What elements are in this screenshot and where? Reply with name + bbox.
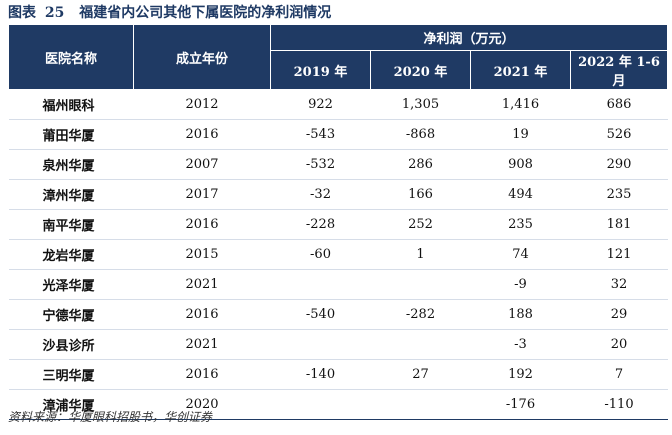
net-profit-cell: 32 bbox=[570, 269, 668, 300]
net-profit-cell bbox=[370, 329, 471, 360]
net-profit-cell: 686 bbox=[570, 89, 668, 120]
net-profit-cell: -110 bbox=[570, 389, 668, 420]
net-profit-cell bbox=[270, 329, 371, 360]
hospital-name-cell: 三明华厦 bbox=[8, 359, 134, 390]
net-profit-cell: 235 bbox=[570, 179, 668, 210]
table-row: 沙县诊所 2021 -3 20 bbox=[8, 329, 668, 360]
net-profit-cell: 27 bbox=[370, 359, 471, 390]
header-net-profit: 净利润（万元） bbox=[269, 24, 669, 51]
net-profit-cell: 1,416 bbox=[470, 89, 571, 120]
figure-title-text: 福建省内公司其他下属医院的净利润情况 bbox=[79, 5, 332, 21]
founded-year-cell: 2021 bbox=[133, 269, 271, 300]
net-profit-cell: 19 bbox=[470, 119, 571, 150]
figure-number: 25 bbox=[44, 5, 65, 21]
net-profit-cell: 1 bbox=[370, 239, 471, 270]
header-year-2019: 2019 年 bbox=[270, 50, 371, 90]
table-row: 福州眼科 2012 922 1,305 1,416 686 bbox=[8, 89, 668, 120]
hospital-name-cell: 漳浦华厦 bbox=[8, 389, 134, 420]
net-profit-cell: 7 bbox=[570, 359, 668, 390]
profit-table: 医院名称 成立年份 净利润（万元） 2019 年 2020 年 2021 年 2… bbox=[8, 24, 669, 420]
table-row: 莆田华厦 2016 -543 -868 19 526 bbox=[8, 119, 668, 150]
hospital-name-cell: 龙岩华厦 bbox=[8, 239, 134, 270]
net-profit-cell: 526 bbox=[570, 119, 668, 150]
header-year-2022h1: 2022 年 1-6 月 bbox=[569, 50, 669, 90]
net-profit-cell: 494 bbox=[470, 179, 571, 210]
hospital-name-cell: 福州眼科 bbox=[8, 89, 134, 120]
table-row: 漳州华厦 2017 -32 166 494 235 bbox=[8, 179, 668, 210]
hospital-name-cell: 莆田华厦 bbox=[8, 119, 134, 150]
net-profit-cell: -3 bbox=[470, 329, 571, 360]
figure-title: 图表 25 福建省内公司其他下属医院的净利润情况 bbox=[8, 2, 331, 24]
net-profit-cell bbox=[370, 389, 471, 420]
hospital-name-cell: 南平华厦 bbox=[8, 209, 134, 240]
founded-year-cell: 2016 bbox=[133, 209, 271, 240]
hospital-name-cell: 宁德华厦 bbox=[8, 299, 134, 330]
table-body: 福州眼科 2012 922 1,305 1,416 686 莆田华厦 2016 -543 -868… bbox=[8, 89, 668, 420]
net-profit-cell: 235 bbox=[470, 209, 571, 240]
net-profit-cell bbox=[370, 269, 471, 300]
founded-year-cell: 2007 bbox=[133, 149, 271, 180]
table-row: 龙岩华厦 2015 -60 1 74 121 bbox=[8, 239, 668, 270]
net-profit-cell: 181 bbox=[570, 209, 668, 240]
net-profit-cell: -9 bbox=[470, 269, 571, 300]
hospital-name-cell: 漳州华厦 bbox=[8, 179, 134, 210]
net-profit-cell: -868 bbox=[370, 119, 471, 150]
founded-year-cell: 2021 bbox=[133, 329, 271, 360]
net-profit-cell: 290 bbox=[570, 149, 668, 180]
table-row: 三明华厦 2016 -140 27 192 7 bbox=[8, 359, 668, 390]
table-row: 光泽华厦 2021 -9 32 bbox=[8, 269, 668, 300]
net-profit-cell: 188 bbox=[470, 299, 571, 330]
table-row: 漳浦华厦 2020 -176 -110 bbox=[8, 389, 668, 420]
net-profit-cell: 74 bbox=[470, 239, 571, 270]
net-profit-cell: 166 bbox=[370, 179, 471, 210]
net-profit-cell: -282 bbox=[370, 299, 471, 330]
header-year-2020: 2020 年 bbox=[370, 50, 471, 90]
hospital-name-cell: 沙县诊所 bbox=[8, 329, 134, 360]
hospital-name-cell: 光泽华厦 bbox=[8, 269, 134, 300]
source-note: 资料来源：华厦眼科招股书，华创证券 bbox=[8, 410, 213, 424]
founded-year-cell: 2016 bbox=[133, 299, 271, 330]
net-profit-cell: 192 bbox=[470, 359, 571, 390]
founded-year-cell: 2016 bbox=[133, 119, 271, 150]
net-profit-cell: -60 bbox=[270, 239, 371, 270]
founded-year-cell: 2015 bbox=[133, 239, 271, 270]
header-year-2021: 2021 年 bbox=[470, 50, 571, 90]
table-row: 南平华厦 2016 -228 252 235 181 bbox=[8, 209, 668, 240]
founded-year-cell: 2012 bbox=[133, 89, 271, 120]
net-profit-cell: -228 bbox=[270, 209, 371, 240]
figure-label: 图表 bbox=[8, 5, 36, 21]
net-profit-cell: 286 bbox=[370, 149, 471, 180]
net-profit-cell: 252 bbox=[370, 209, 471, 240]
header-hospital-name: 医院名称 bbox=[8, 24, 134, 90]
net-profit-cell: 20 bbox=[570, 329, 668, 360]
table-row: 宁德华厦 2016 -540 -282 188 29 bbox=[8, 299, 668, 330]
net-profit-cell: -176 bbox=[470, 389, 571, 420]
net-profit-cell: 908 bbox=[470, 149, 571, 180]
net-profit-cell bbox=[270, 269, 371, 300]
founded-year-cell: 2020 bbox=[133, 389, 271, 420]
net-profit-cell: 29 bbox=[570, 299, 668, 330]
founded-year-cell: 2016 bbox=[133, 359, 271, 390]
net-profit-cell: -532 bbox=[270, 149, 371, 180]
net-profit-cell: 922 bbox=[270, 89, 371, 120]
table-row: 泉州华厦 2007 -532 286 908 290 bbox=[8, 149, 668, 180]
net-profit-cell: -32 bbox=[270, 179, 371, 210]
founded-year-cell: 2017 bbox=[133, 179, 271, 210]
hospital-name-cell: 泉州华厦 bbox=[8, 149, 134, 180]
net-profit-cell: 1,305 bbox=[370, 89, 471, 120]
header-founded-year: 成立年份 bbox=[133, 24, 271, 90]
net-profit-cell: -543 bbox=[270, 119, 371, 150]
net-profit-cell: 121 bbox=[570, 239, 668, 270]
net-profit-cell: -540 bbox=[270, 299, 371, 330]
net-profit-cell: -140 bbox=[270, 359, 371, 390]
net-profit-cell bbox=[270, 389, 371, 420]
